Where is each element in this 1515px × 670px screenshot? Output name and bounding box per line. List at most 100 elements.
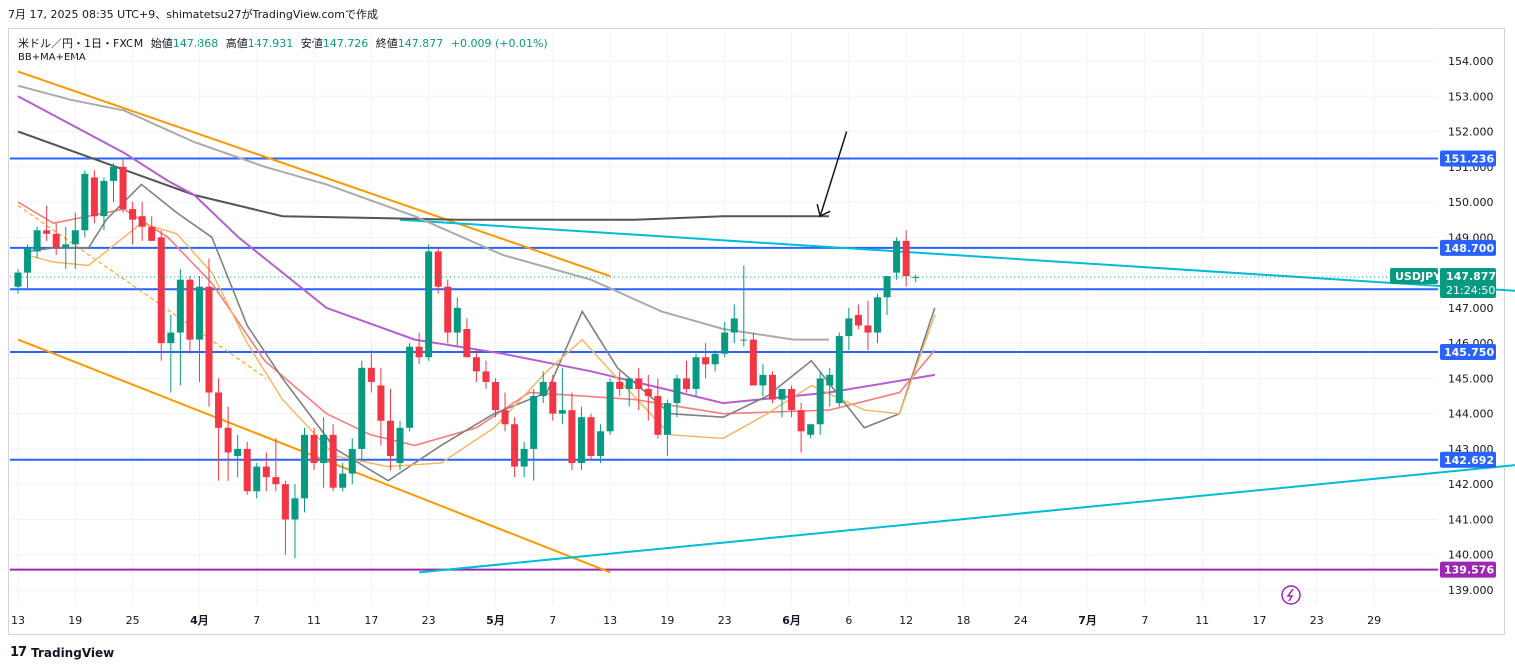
x-tick-label: 4月 [190, 614, 209, 627]
candle-body [749, 339, 757, 386]
candle-body [367, 367, 375, 382]
candle-body [721, 332, 729, 354]
candle-body [854, 314, 862, 326]
candle-body [482, 371, 490, 382]
candle-body [243, 448, 251, 492]
moving-average-line [17, 201, 936, 447]
candle-body [100, 180, 108, 217]
y-tick-label: 144.000 [1448, 408, 1494, 421]
symbol-name[interactable]: 米ドル／円・1日・FXCM [18, 37, 144, 50]
open-value: 147.868 [172, 37, 219, 50]
moving-average-line [26, 183, 936, 482]
y-tick-label: 152.000 [1448, 126, 1494, 139]
y-tick-label: 150.000 [1448, 196, 1494, 209]
candle-body [625, 378, 633, 389]
candle-body [654, 396, 662, 435]
y-tick-label: 154.000 [1448, 55, 1494, 68]
candle-body [768, 374, 776, 400]
candle-body [272, 477, 280, 485]
candle-body [740, 339, 748, 341]
y-tick-label: 147.000 [1448, 302, 1494, 315]
candle-body [119, 166, 127, 210]
symbol-badge [1390, 267, 1438, 284]
moving-average-line [17, 84, 829, 341]
candle-body [893, 240, 901, 273]
x-tick-label: 19 [660, 614, 674, 627]
candle-body [501, 410, 509, 425]
candle-body [14, 272, 22, 287]
x-tick-label: 17 [364, 614, 378, 627]
candle-body [635, 378, 643, 389]
candle-body [396, 427, 404, 464]
candle-body [730, 318, 738, 333]
candle-body [788, 388, 796, 411]
x-tick-label: 7 [549, 614, 556, 627]
candle-body [472, 357, 480, 372]
candle-body [386, 420, 394, 456]
candle-body [587, 417, 595, 456]
candle-body [683, 378, 690, 389]
x-tick-label: 18 [956, 614, 970, 627]
candle-body [167, 332, 175, 344]
price-level-label: 145.750 [1444, 346, 1494, 359]
x-tick-label: 7 [1141, 614, 1148, 627]
y-tick-label: 139.000 [1448, 584, 1494, 597]
candle-body [692, 357, 700, 389]
candle-body [148, 226, 156, 241]
candle-body [549, 381, 557, 414]
candle-body [262, 466, 270, 478]
moving-average-line [17, 95, 935, 405]
x-tick-label: 17 [1253, 614, 1267, 627]
candle-body [530, 396, 538, 449]
close-label: 終値 [375, 37, 398, 50]
candle-body [444, 286, 452, 333]
candle-body [558, 410, 566, 414]
candle-body [663, 403, 671, 435]
x-tick-label: 13 [603, 614, 617, 627]
candle-body [425, 251, 433, 358]
candle-body [434, 251, 442, 287]
y-tick-label: 153.000 [1448, 90, 1494, 103]
annotation-arrow [819, 131, 848, 217]
price-level-label: 148.700 [1444, 242, 1494, 255]
y-tick-label: 145.000 [1448, 372, 1494, 385]
candle-body [511, 424, 519, 467]
price-level-badge [1440, 451, 1496, 468]
x-tick-label: 19 [68, 614, 82, 627]
indicator-label[interactable]: BB+MA+EMA [18, 52, 86, 63]
x-tick-label: 29 [1367, 614, 1381, 627]
price-level-label: 142.692 [1444, 454, 1494, 467]
moving-average-line [17, 130, 829, 221]
candle-body [520, 448, 528, 467]
high-value: 147.931 [247, 37, 294, 50]
y-tick-label: 142.000 [1448, 478, 1494, 491]
price-level-badge [1440, 239, 1496, 256]
bolt-icon-glyph [1286, 588, 1294, 602]
y-tick-label: 140.000 [1448, 549, 1494, 562]
candle-body [71, 230, 79, 245]
candle-body [616, 381, 624, 389]
x-tick-label: 13 [11, 614, 25, 627]
x-tick-label: 23 [1310, 614, 1324, 627]
x-tick-label: 11 [307, 614, 321, 627]
candle-body [62, 244, 70, 248]
high-label: 高値 [225, 37, 248, 50]
price-level-label: 151.236 [1444, 152, 1494, 165]
candles [14, 159, 920, 559]
candle-body [874, 297, 881, 333]
footer: 17 TradingView [10, 645, 114, 660]
x-tick-label: 7月 [1078, 614, 1097, 627]
x-tick-label: 25 [126, 614, 140, 627]
candle-body [759, 374, 767, 386]
trendline [419, 464, 1515, 574]
candle-body [301, 434, 308, 499]
candle-body [568, 410, 576, 464]
candle-body [845, 318, 853, 337]
price-chart[interactable]: 139.000140.000141.000142.000143.000144.0… [0, 0, 1515, 640]
candle-body [215, 392, 223, 428]
candle-body [377, 385, 385, 421]
candle-body [81, 173, 89, 231]
price-level-badge [1440, 150, 1496, 167]
candle-body [205, 286, 213, 393]
candle-body [577, 417, 585, 464]
